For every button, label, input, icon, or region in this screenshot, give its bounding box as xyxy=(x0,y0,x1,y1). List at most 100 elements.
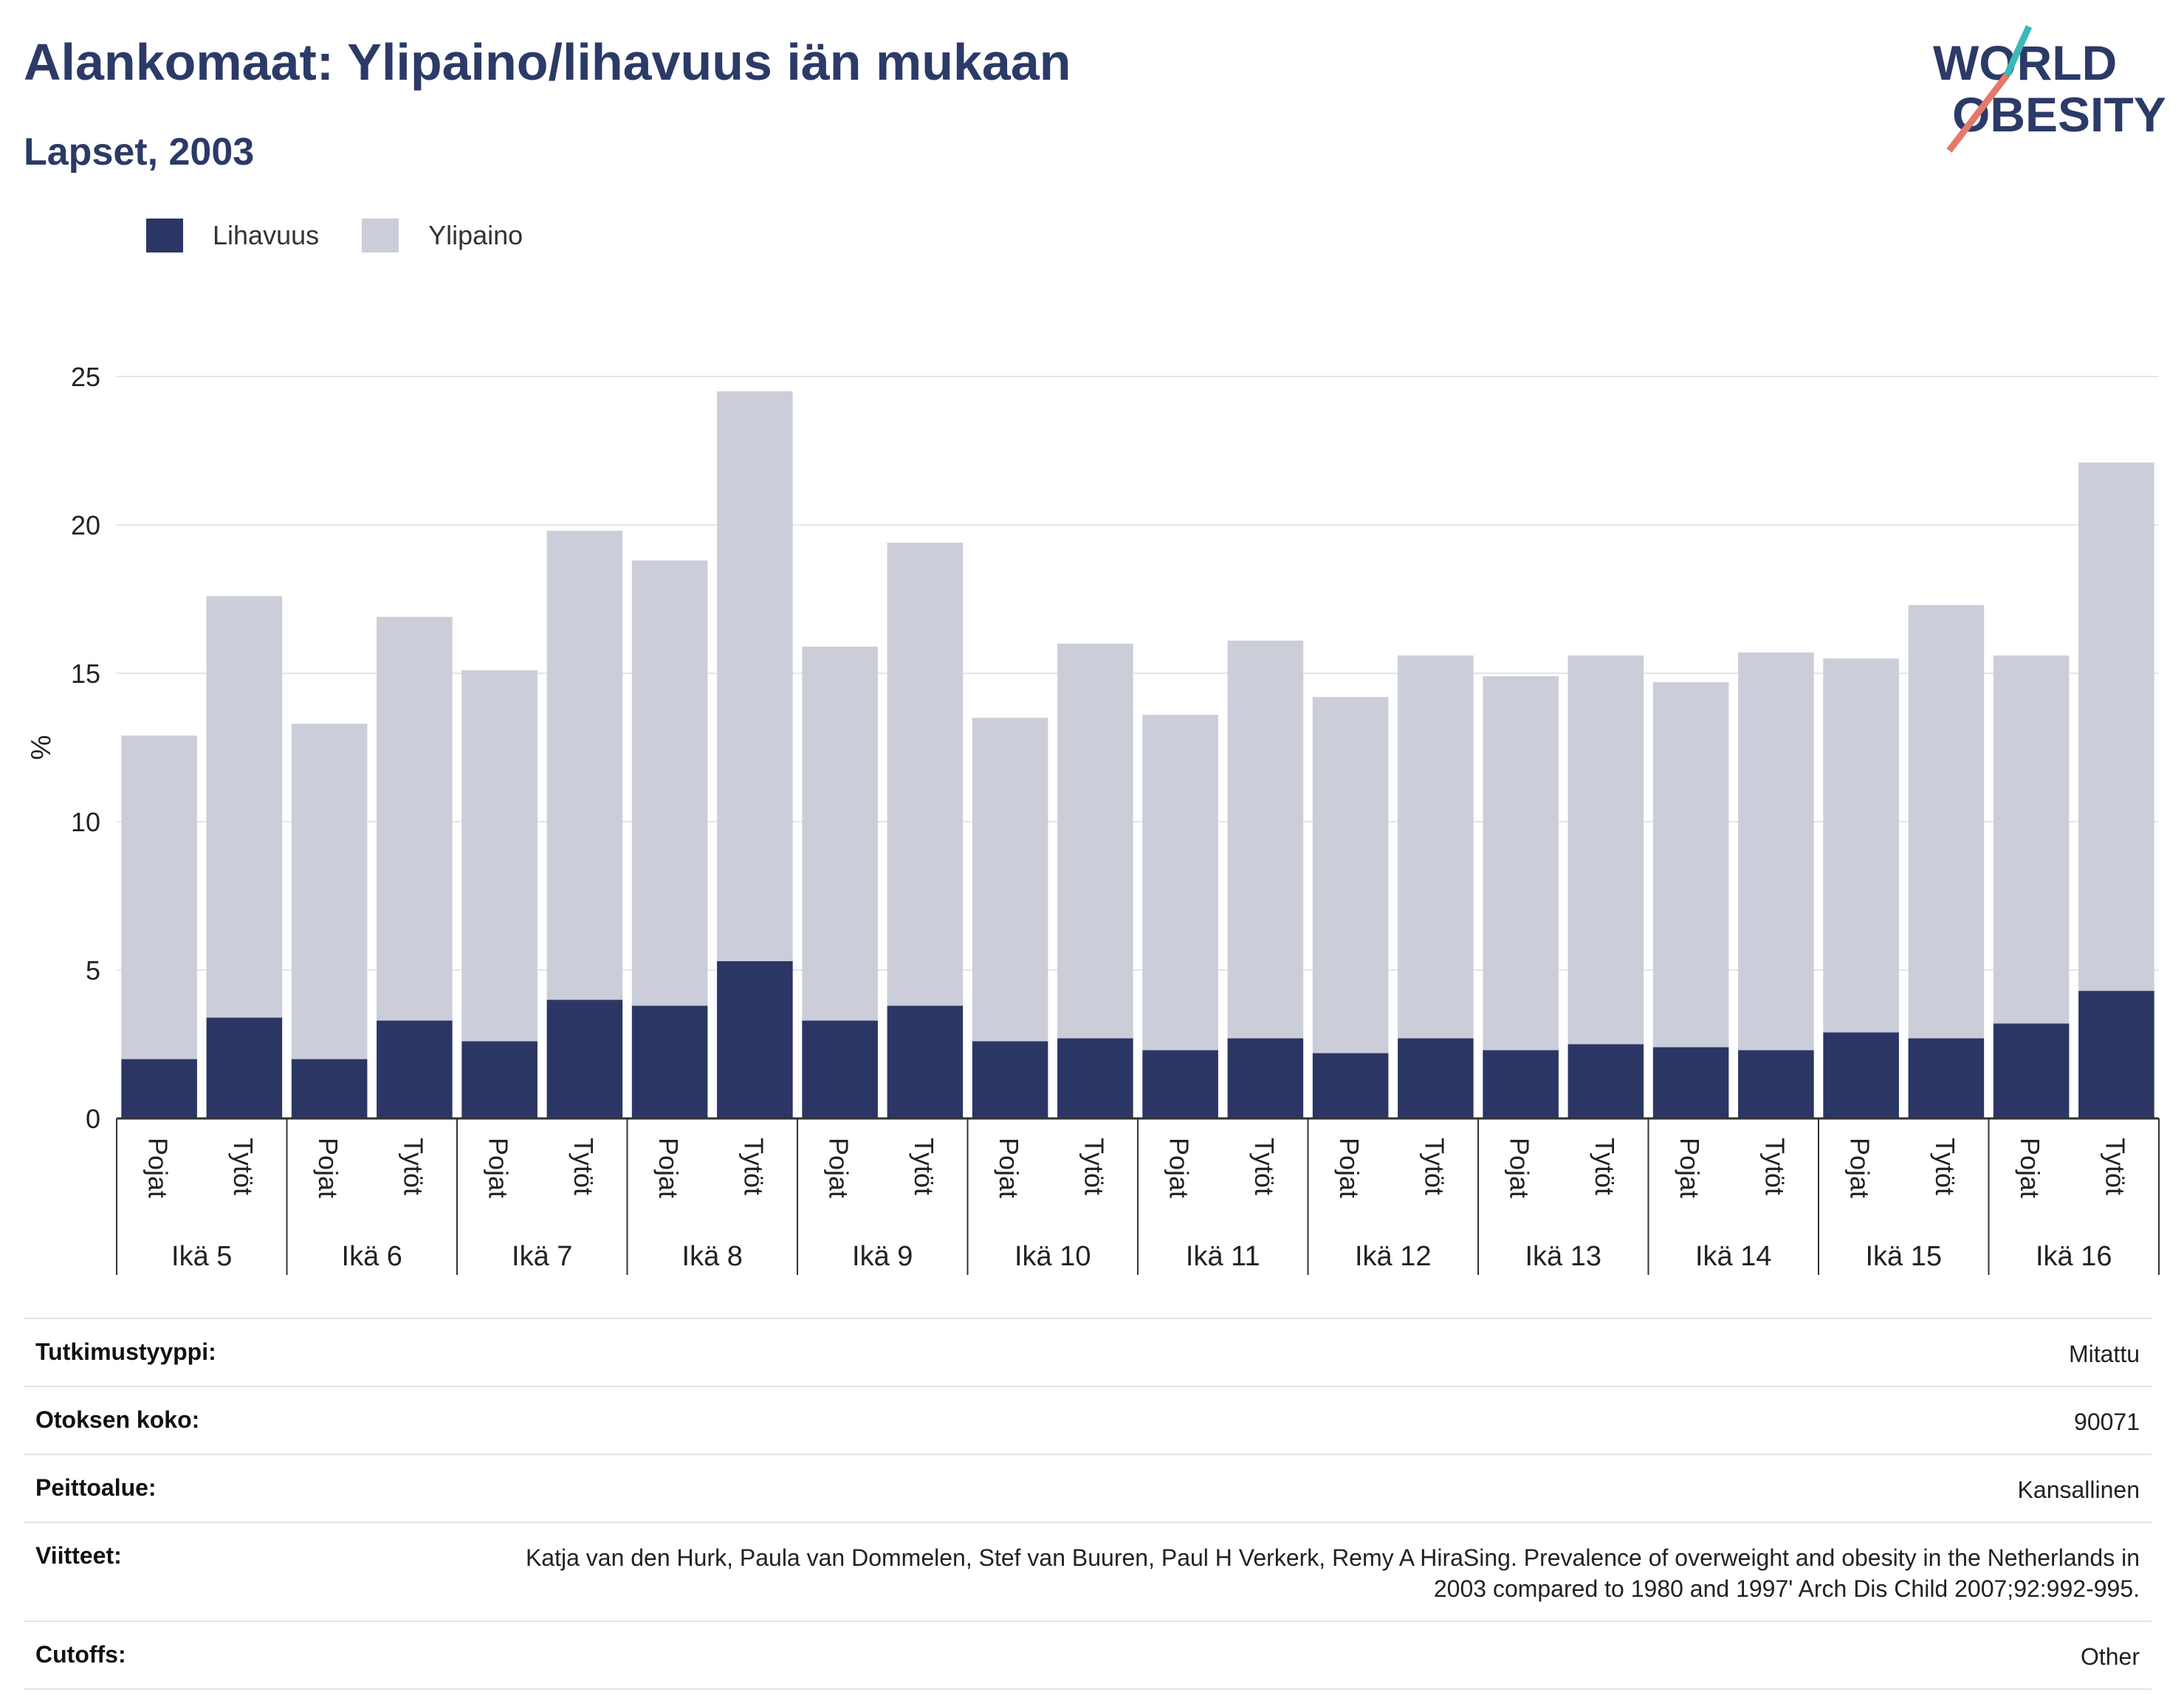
stacked-bar-chart: 0 5 10 15 20 25% Pojat Tytöt Ikä 5 Pojat Tytöt Ikä … xyxy=(26,362,2160,1275)
bar-ylipaino-5-pojat xyxy=(121,735,197,1059)
bar-ylipaino-15-tytöt xyxy=(1908,605,1985,1039)
legend-label-ylipaino: Ylipaino xyxy=(428,220,523,250)
y-tick-label: 25 xyxy=(71,362,100,392)
bar-lihavuus-8-tytöt xyxy=(717,960,793,1118)
x-subcategory-label: Pojat xyxy=(2015,1138,2045,1198)
x-subcategory-label: Tytöt xyxy=(1759,1138,1790,1195)
bar-lihavuus-9-tytöt xyxy=(887,1005,964,1118)
bar-ylipaino-9-tytöt xyxy=(887,543,964,1006)
legend-swatch-ylipaino xyxy=(362,219,399,252)
x-subcategory-label: Tytöt xyxy=(1249,1138,1280,1195)
bar-lihavuus-7-pojat xyxy=(461,1041,538,1118)
bar-ylipaino-7-tytöt xyxy=(546,531,623,1000)
bar-lihavuus-5-tytöt xyxy=(206,1017,283,1118)
bar-ylipaino-7-pojat xyxy=(461,670,538,1042)
x-subcategory-label: Tytöt xyxy=(909,1138,939,1195)
x-subcategory-label: Tytöt xyxy=(1930,1138,1960,1195)
legend-swatch-lihavuus xyxy=(146,219,183,252)
bar-ylipaino-6-pojat xyxy=(291,723,368,1059)
world-obesity-logo: WORLD OBESITY xyxy=(1933,25,2166,153)
bar-lihavuus-11-tytöt xyxy=(1227,1038,1304,1118)
bar-lihavuus-6-tytöt xyxy=(377,1020,453,1118)
bar-ylipaino-14-pojat xyxy=(1652,682,1729,1048)
x-subcategory-label: Pojat xyxy=(994,1138,1024,1198)
meta-value: Mitattu xyxy=(2068,1341,2140,1367)
meta-label: Tutkimustyyppi: xyxy=(35,1338,216,1365)
x-subcategory-label: Tytöt xyxy=(1079,1138,1109,1195)
legend-item-ylipaino[interactable]: Ylipaino xyxy=(362,219,523,252)
y-tick-label: 10 xyxy=(71,807,100,837)
x-subcategory-label: Tytöt xyxy=(398,1138,428,1195)
bar-ylipaino-16-pojat xyxy=(1993,655,2070,1024)
x-subcategory-label: Pojat xyxy=(484,1138,514,1198)
meta-row-references: Viitteet: Katja van den Hurk, Paula van … xyxy=(24,1523,2152,1622)
meta-label: Cutoffs: xyxy=(35,1641,126,1668)
page-title: Alankomaat: Ylipaino/lihavuus iän mukaan xyxy=(24,33,1071,91)
x-group-label: Ikä 10 xyxy=(1014,1241,1091,1272)
x-subcategory-label: Pojat xyxy=(1845,1138,1875,1198)
y-axis-label: % xyxy=(26,735,57,760)
legend-item-lihavuus[interactable]: Lihavuus xyxy=(146,219,319,252)
bar-ylipaino-11-tytöt xyxy=(1227,640,1304,1039)
x-group-label: Ikä 14 xyxy=(1695,1241,1772,1272)
bar-lihavuus-16-pojat xyxy=(1993,1023,2070,1118)
bar-ylipaino-12-tytöt xyxy=(1398,655,1474,1039)
chart-legend: Lihavuus Ylipaino xyxy=(146,219,566,252)
bar-lihavuus-7-tytöt xyxy=(546,1000,623,1118)
y-tick-label: 20 xyxy=(71,510,100,540)
bar-lihavuus-11-pojat xyxy=(1142,1050,1218,1118)
x-subcategory-label: Tytöt xyxy=(1590,1138,1620,1195)
x-subcategory-label: Pojat xyxy=(313,1138,343,1198)
y-tick-label: 5 xyxy=(86,955,100,986)
bar-lihavuus-14-tytöt xyxy=(1738,1050,1814,1118)
x-subcategory-label: Pojat xyxy=(1505,1138,1535,1198)
bar-ylipaino-9-pojat xyxy=(802,646,878,1021)
bar-ylipaino-10-tytöt xyxy=(1057,643,1133,1039)
bar-ylipaino-8-tytöt xyxy=(717,391,793,961)
meta-value: Katja van den Hurk, Paula van Dommelen, … xyxy=(525,1544,2140,1602)
x-group-label: Ikä 16 xyxy=(2036,1241,2112,1272)
bar-ylipaino-13-tytöt xyxy=(1567,655,1644,1045)
bar-lihavuus-16-tytöt xyxy=(2078,991,2154,1118)
y-tick-label: 0 xyxy=(86,1104,100,1134)
logo-slash-coral xyxy=(1946,73,2010,153)
x-group-label: Ikä 6 xyxy=(342,1241,402,1272)
meta-label: Peittoalue: xyxy=(35,1474,157,1501)
x-subcategory-label: Pojat xyxy=(653,1138,684,1198)
legend-label-lihavuus: Lihavuus xyxy=(213,220,320,250)
x-group-label: Ikä 9 xyxy=(852,1241,913,1272)
meta-value: Other xyxy=(2080,1643,2140,1670)
bar-lihavuus-10-pojat xyxy=(972,1041,1048,1118)
bar-lihavuus-14-pojat xyxy=(1652,1047,1729,1118)
x-subcategory-label: Pojat xyxy=(824,1138,854,1198)
metadata-table: Tutkimustyyppi: Mitattu Otoksen koko: 90… xyxy=(24,1318,2152,1690)
page-subtitle: Lapset, 2003 xyxy=(24,131,255,173)
bar-lihavuus-13-pojat xyxy=(1483,1050,1559,1118)
meta-label: Viitteet: xyxy=(35,1542,122,1569)
x-subcategory-label: Tytöt xyxy=(2100,1138,2130,1195)
bar-ylipaino-12-pojat xyxy=(1312,697,1389,1053)
bar-lihavuus-13-tytöt xyxy=(1567,1044,1644,1118)
bar-lihavuus-8-pojat xyxy=(631,1005,708,1118)
bar-ylipaino-15-pojat xyxy=(1823,658,1899,1033)
meta-row-coverage: Peittoalue: Kansallinen xyxy=(24,1455,2152,1523)
x-subcategory-label: Tytöt xyxy=(1419,1138,1449,1195)
x-subcategory-label: Tytöt xyxy=(569,1138,599,1195)
x-group-label: Ikä 5 xyxy=(171,1241,232,1272)
logo-slash-teal xyxy=(2003,25,2033,77)
meta-row-cutoffs: Cutoffs: Other xyxy=(24,1622,2152,1690)
bar-lihavuus-5-pojat xyxy=(121,1059,197,1118)
x-subcategory-label: Pojat xyxy=(1675,1138,1705,1198)
bar-lihavuus-6-pojat xyxy=(291,1059,368,1118)
bar-ylipaino-14-tytöt xyxy=(1738,652,1814,1051)
logo-line1: WORLD xyxy=(1933,35,2117,90)
x-group-label: Ikä 7 xyxy=(512,1241,572,1272)
x-subcategory-label: Tytöt xyxy=(738,1138,769,1195)
bar-ylipaino-13-pojat xyxy=(1483,676,1559,1051)
bar-ylipaino-5-tytöt xyxy=(206,596,283,1018)
bar-ylipaino-6-tytöt xyxy=(377,616,453,1021)
x-group-label: Ikä 15 xyxy=(1865,1241,1942,1272)
meta-row-sample-size: Otoksen koko: 90071 xyxy=(24,1387,2152,1455)
bar-lihavuus-15-pojat xyxy=(1823,1032,1899,1118)
bar-lihavuus-9-pojat xyxy=(802,1020,878,1118)
